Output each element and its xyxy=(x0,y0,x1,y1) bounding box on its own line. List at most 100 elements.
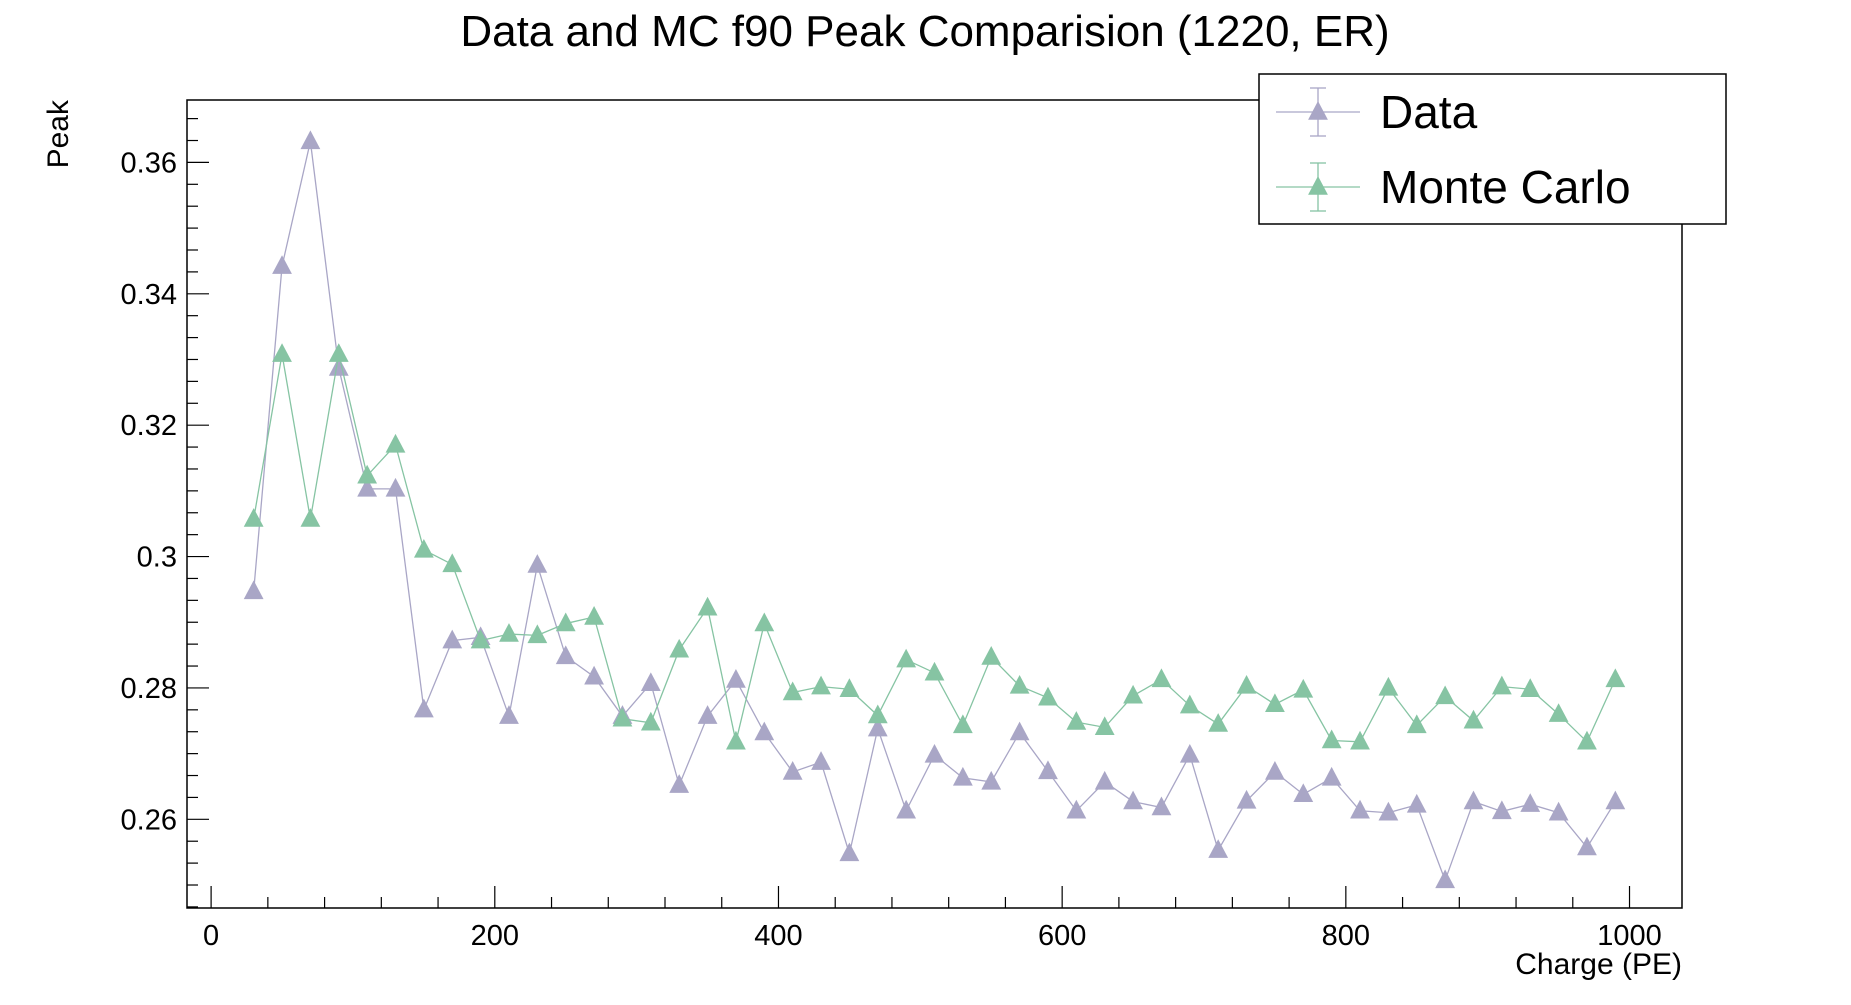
data-point xyxy=(1293,783,1314,803)
data-point xyxy=(272,255,292,274)
data-point xyxy=(1520,678,1541,697)
legend-marker xyxy=(1308,176,1328,195)
data-point xyxy=(896,799,917,819)
data-point xyxy=(839,678,860,697)
data-point xyxy=(754,721,775,741)
data-point xyxy=(1378,801,1399,821)
data-point xyxy=(1321,729,1342,749)
series-line xyxy=(253,354,1616,743)
data-point xyxy=(782,681,803,701)
data-point xyxy=(1094,770,1115,790)
data-point xyxy=(1350,730,1370,750)
data-point xyxy=(1151,668,1172,688)
x-tick-label: 200 xyxy=(471,920,519,952)
data-point xyxy=(1406,714,1427,734)
x-axis: 0 200 400 600 800 1000 xyxy=(203,886,1662,952)
data-point xyxy=(697,596,718,616)
data-point xyxy=(385,433,406,453)
y-tick-label: 0.36 xyxy=(121,147,177,179)
data-point xyxy=(1066,799,1087,819)
data-point xyxy=(811,751,831,770)
data-point xyxy=(952,766,973,786)
data-point xyxy=(1208,713,1229,732)
data-point xyxy=(584,665,604,685)
data-point xyxy=(1463,709,1484,729)
y-tick-label: 0.3 xyxy=(137,542,177,574)
data-point xyxy=(924,661,945,681)
data-point xyxy=(499,623,519,642)
data-point xyxy=(555,645,576,665)
plot-frame xyxy=(186,99,1683,909)
data-point xyxy=(1491,675,1512,695)
data-point xyxy=(924,743,945,763)
data-point xyxy=(442,629,463,649)
data-point xyxy=(357,464,378,484)
data-point xyxy=(1321,766,1342,786)
x-axis-label: Charge (PE) xyxy=(1515,948,1682,981)
series-layer xyxy=(243,130,1626,889)
data-point xyxy=(896,648,917,668)
data-point xyxy=(1236,789,1257,809)
data-point xyxy=(782,761,803,780)
data-point xyxy=(1491,800,1512,820)
data-point xyxy=(328,357,349,376)
legend-marker xyxy=(1308,101,1328,120)
data-point xyxy=(981,646,1002,665)
data-point xyxy=(1378,676,1399,696)
data-point xyxy=(1009,721,1030,741)
y-tick-label: 0.26 xyxy=(121,804,177,836)
data-point xyxy=(1038,686,1058,706)
data-point xyxy=(357,477,378,497)
data-point xyxy=(1066,711,1087,730)
data-point xyxy=(612,707,633,727)
data-point xyxy=(1151,796,1172,816)
data-point xyxy=(1605,668,1626,688)
legend-entry: Data xyxy=(1276,86,1478,138)
data-point xyxy=(1577,836,1597,856)
data-point xyxy=(1406,793,1427,813)
legend: Data Monte Carlo xyxy=(1258,73,1727,225)
data-point xyxy=(1435,685,1456,705)
y-axis-label: Peak xyxy=(42,99,75,168)
data-point xyxy=(754,612,775,632)
data-point xyxy=(1520,793,1541,812)
data-point xyxy=(1265,693,1285,713)
data-point xyxy=(697,705,718,724)
series-2 xyxy=(243,343,1626,750)
series-line xyxy=(253,141,1616,883)
data-point xyxy=(1548,801,1569,821)
data-point xyxy=(470,629,491,649)
data-point xyxy=(726,730,746,750)
data-point xyxy=(300,508,321,527)
legend-label: Data xyxy=(1380,86,1478,138)
data-point xyxy=(640,672,661,692)
chart-title: Data and MC f90 Peak Comparision (1220, … xyxy=(460,7,1389,56)
data-point xyxy=(328,343,349,362)
data-point xyxy=(1265,761,1285,780)
data-point xyxy=(499,705,519,724)
data-point xyxy=(527,554,548,573)
data-point xyxy=(385,477,406,497)
y-axis: 0.26 0.28 0.3 0.32 0.34 0.36 xyxy=(121,118,209,908)
data-point xyxy=(1208,839,1229,858)
data-point xyxy=(811,675,831,695)
data-point xyxy=(1548,703,1569,722)
data-point xyxy=(413,698,434,718)
data-point xyxy=(555,612,576,632)
data-point xyxy=(1009,674,1030,694)
data-point xyxy=(1179,694,1200,714)
x-tick-label: 400 xyxy=(754,920,802,952)
data-point xyxy=(527,624,548,644)
data-point xyxy=(243,508,264,527)
x-tick-label: 1000 xyxy=(1597,920,1662,952)
data-point xyxy=(272,343,292,362)
data-point xyxy=(1577,730,1597,750)
x-tick-label: 0 xyxy=(203,920,219,952)
data-point xyxy=(1463,790,1484,810)
data-point xyxy=(584,605,604,625)
data-point xyxy=(1179,743,1200,763)
data-point xyxy=(1094,716,1115,736)
data-point xyxy=(1605,790,1626,810)
y-tick-label: 0.28 xyxy=(121,673,177,705)
